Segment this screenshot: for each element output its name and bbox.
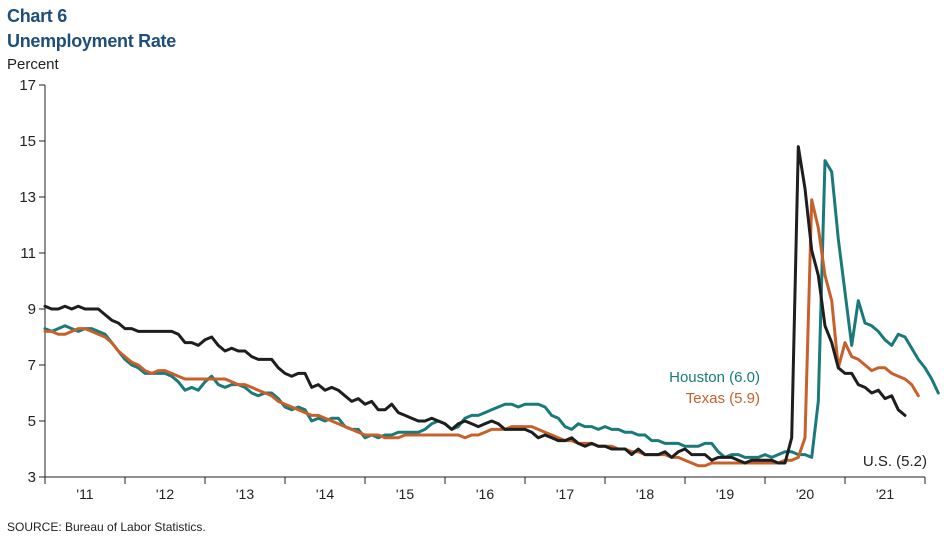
x-axis: '11 '12 '13 '14 '15 '16 '17 '18 '19 '20 '21 <box>44 476 926 502</box>
y-tick-label: 7 <box>28 357 36 374</box>
source-note: SOURCE: Bureau of Labor Statistics. <box>7 520 206 534</box>
chart-number: Chart 6 <box>7 6 67 26</box>
x-tick-label: '18 <box>636 486 654 502</box>
series-line-texas <box>43 198 920 468</box>
x-tick-label: '20 <box>796 486 814 502</box>
x-tick-label: '21 <box>876 486 894 502</box>
y-tick-label: 3 <box>28 469 36 486</box>
x-tick-label: '15 <box>396 486 414 502</box>
series-line-us <box>43 145 907 465</box>
series-label-us: U.S. (5.2) <box>863 453 927 470</box>
series-label-houston: Houston (6.0) <box>669 369 760 386</box>
y-tick-label: 13 <box>19 189 36 206</box>
chart-title: Unemployment Rate <box>7 31 176 51</box>
x-tick-label: '16 <box>476 486 494 502</box>
y-tick-label: 17 <box>19 77 36 94</box>
y-tick-label: 9 <box>28 301 36 318</box>
y-axis: 3 5 7 9 11 13 15 17 <box>19 77 46 486</box>
series-label-texas: Texas (5.9) <box>686 390 760 407</box>
y-tick-label: 15 <box>19 133 36 150</box>
x-tick-label: '11 <box>76 486 93 502</box>
y-axis-unit-label: Percent <box>7 56 59 73</box>
x-tick-label: '17 <box>556 486 574 502</box>
y-tick-label: 5 <box>28 413 36 430</box>
series-labels: Houston (6.0) Texas (5.9) U.S. (5.2) <box>669 369 927 470</box>
x-tick-label: '19 <box>716 486 734 502</box>
x-tick-label: '13 <box>236 486 254 502</box>
x-tick-label: '14 <box>316 486 334 502</box>
series-lines <box>43 145 940 468</box>
x-tick-label: '12 <box>156 486 174 502</box>
y-tick-label: 11 <box>20 245 36 262</box>
